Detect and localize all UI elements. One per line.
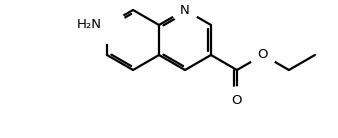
Text: O: O bbox=[232, 94, 242, 107]
Text: H₂N: H₂N bbox=[77, 18, 102, 31]
Circle shape bbox=[172, 0, 198, 23]
Circle shape bbox=[250, 42, 276, 68]
Circle shape bbox=[224, 87, 250, 113]
Circle shape bbox=[89, 7, 125, 43]
Text: O: O bbox=[258, 48, 268, 62]
Text: N: N bbox=[180, 3, 190, 17]
